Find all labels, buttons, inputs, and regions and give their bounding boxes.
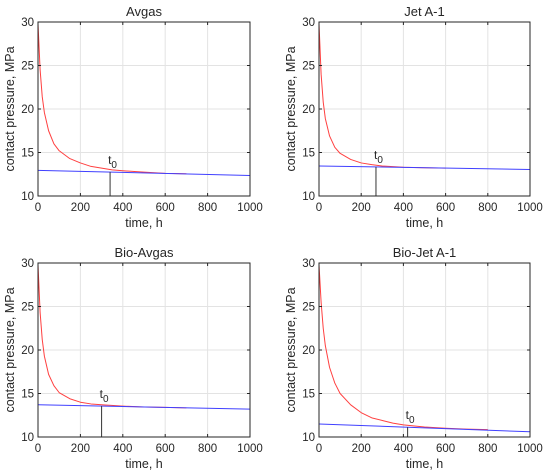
series-line-0 xyxy=(37,264,187,409)
x-tick-label: 400 xyxy=(113,202,132,214)
y-tick-label: 10 xyxy=(21,432,34,444)
panel-1: t0 0 200 400 600 800 1000 10 15 20 25 30 Jet A-1 time… xyxy=(284,4,543,230)
y-tick-label: 15 xyxy=(302,389,315,401)
y-tick-label: 10 xyxy=(302,432,315,444)
x-axis-label: time, h xyxy=(406,216,444,230)
panel-title: Avgas xyxy=(126,4,162,19)
y-tick-label: 20 xyxy=(302,345,315,357)
x-tick-label: 200 xyxy=(71,202,90,214)
series-line-1 xyxy=(37,169,251,177)
y-axis-label: contact pressure, MPa xyxy=(3,287,17,412)
x-axis-label: time, h xyxy=(125,457,163,471)
series-line-1 xyxy=(37,404,251,410)
series-line-1 xyxy=(318,165,531,170)
x-tick-label: 400 xyxy=(113,443,132,455)
y-tick-label: 20 xyxy=(302,104,315,116)
y-tick-label: 25 xyxy=(302,61,315,73)
y-tick-label: 30 xyxy=(21,258,34,270)
y-tick-label: 30 xyxy=(302,258,315,270)
x-tick-label: 200 xyxy=(71,443,90,455)
y-tick-label: 10 xyxy=(21,191,34,203)
y-tick-label: 25 xyxy=(21,61,34,73)
series-line-0 xyxy=(318,23,446,169)
panel-0: t0 0 200 400 600 800 1000 10 15 20 25 30 Avgas time, … xyxy=(3,4,263,230)
y-tick-label: 15 xyxy=(21,148,34,160)
x-tick-label: 1000 xyxy=(237,443,263,455)
x-tick-label: 600 xyxy=(156,443,175,455)
x-axis-label: time, h xyxy=(406,457,444,471)
y-tick-label: 25 xyxy=(302,302,315,314)
x-tick-label: 0 xyxy=(35,202,41,214)
panel-2: t0 0 200 400 600 800 1000 10 15 20 25 30 Bio-Avgas ti… xyxy=(3,245,263,471)
x-tick-label: 600 xyxy=(436,443,455,455)
t0-label: t0 xyxy=(100,387,109,405)
x-tick-label: 400 xyxy=(394,202,413,214)
panel-title: Bio-Avgas xyxy=(114,245,174,260)
x-tick-label: 800 xyxy=(198,202,217,214)
x-tick-label: 200 xyxy=(352,202,371,214)
panel-3: t0 0 200 400 600 800 1000 10 15 20 25 30 Bio-Jet A-1… xyxy=(284,245,543,471)
x-tick-label: 400 xyxy=(394,443,413,455)
panel-title: Bio-Jet A-1 xyxy=(393,245,457,260)
series-line-1 xyxy=(318,423,531,433)
series-line-0 xyxy=(37,23,187,175)
t0-label: t0 xyxy=(406,408,415,426)
x-tick-label: 1000 xyxy=(517,202,543,214)
x-tick-label: 0 xyxy=(35,443,41,455)
x-tick-label: 800 xyxy=(198,443,217,455)
y-tick-label: 25 xyxy=(21,302,34,314)
y-axis-label: contact pressure, MPa xyxy=(284,46,298,171)
x-axis-label: time, h xyxy=(125,216,163,230)
x-tick-label: 1000 xyxy=(517,443,543,455)
x-tick-label: 600 xyxy=(436,202,455,214)
y-axis-label: contact pressure, MPa xyxy=(3,46,17,171)
y-tick-label: 20 xyxy=(21,104,34,116)
y-tick-label: 30 xyxy=(302,17,315,29)
t0-label: t0 xyxy=(108,153,117,171)
x-tick-label: 0 xyxy=(316,202,322,214)
panel-title: Jet A-1 xyxy=(404,4,444,19)
x-tick-label: 800 xyxy=(478,443,497,455)
y-tick-label: 30 xyxy=(21,17,34,29)
x-tick-label: 0 xyxy=(316,443,322,455)
y-tick-label: 20 xyxy=(21,345,34,357)
y-tick-label: 15 xyxy=(302,148,315,160)
series-line-0 xyxy=(318,264,488,431)
x-tick-label: 800 xyxy=(478,202,497,214)
y-axis-label: contact pressure, MPa xyxy=(284,287,298,412)
x-tick-label: 600 xyxy=(156,202,175,214)
y-tick-label: 15 xyxy=(21,389,34,401)
t0-label: t0 xyxy=(374,148,383,166)
x-tick-label: 200 xyxy=(352,443,371,455)
x-tick-label: 1000 xyxy=(237,202,263,214)
y-tick-label: 10 xyxy=(302,191,315,203)
